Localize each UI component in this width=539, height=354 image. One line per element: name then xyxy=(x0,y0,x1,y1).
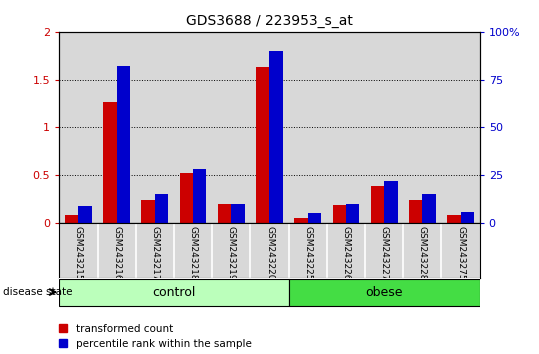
Bar xyxy=(179,173,193,223)
Bar xyxy=(59,279,288,307)
Bar xyxy=(308,213,321,223)
Text: GSM243226: GSM243226 xyxy=(341,226,350,280)
Bar xyxy=(116,66,130,223)
Text: disease state: disease state xyxy=(3,287,72,297)
Bar xyxy=(270,51,283,223)
Bar xyxy=(346,204,360,223)
Bar xyxy=(256,67,270,223)
Legend: transformed count, percentile rank within the sample: transformed count, percentile rank withi… xyxy=(59,324,252,349)
Bar xyxy=(447,215,461,223)
Bar xyxy=(103,102,116,223)
Text: GSM243217: GSM243217 xyxy=(150,226,160,280)
Text: GSM243225: GSM243225 xyxy=(303,226,312,280)
Title: GDS3688 / 223953_s_at: GDS3688 / 223953_s_at xyxy=(186,14,353,28)
Bar xyxy=(65,215,78,223)
Text: GSM243275: GSM243275 xyxy=(456,226,465,280)
Text: GSM243219: GSM243219 xyxy=(227,226,236,280)
Bar xyxy=(409,200,423,223)
Bar xyxy=(288,279,480,307)
Text: GSM243218: GSM243218 xyxy=(189,226,198,280)
Bar xyxy=(155,194,168,223)
Bar xyxy=(461,212,474,223)
Bar xyxy=(423,194,436,223)
Text: obese: obese xyxy=(365,286,403,299)
Bar xyxy=(193,170,206,223)
Bar xyxy=(231,204,245,223)
Text: control: control xyxy=(152,286,196,299)
Text: GSM243220: GSM243220 xyxy=(265,226,274,280)
Bar xyxy=(78,206,92,223)
Text: GSM243227: GSM243227 xyxy=(379,226,389,280)
Bar xyxy=(141,200,155,223)
Text: GSM243216: GSM243216 xyxy=(112,226,121,280)
Text: GSM243228: GSM243228 xyxy=(418,226,427,280)
Bar xyxy=(384,181,398,223)
Bar xyxy=(371,186,384,223)
Bar xyxy=(294,218,308,223)
Bar xyxy=(333,205,346,223)
Bar xyxy=(218,204,231,223)
Text: GSM243215: GSM243215 xyxy=(74,226,83,280)
